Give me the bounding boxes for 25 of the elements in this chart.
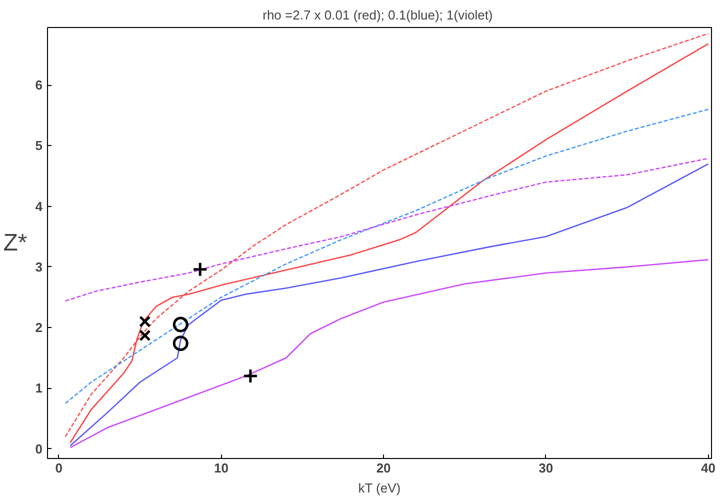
y-tick-label: 3: [35, 259, 43, 274]
y-tick-label: 6: [35, 78, 43, 93]
y-tick-label: 4: [35, 198, 44, 214]
x-tick-label: 40: [701, 460, 716, 476]
line-series: [70, 163, 709, 446]
point: [192, 262, 208, 278]
x-tick-label: 10: [214, 460, 228, 476]
point: [139, 330, 151, 342]
y-tick-label: 5: [35, 138, 43, 154]
x-tick-label: 30: [538, 460, 554, 476]
y-tick-label: 0: [35, 441, 43, 456]
y-axis-title: Z*: [3, 230, 28, 256]
x-tick-label: 0: [55, 460, 62, 476]
x-tick-label: 20: [376, 460, 391, 476]
y-tick-label: 2: [35, 320, 43, 336]
line-series: [64, 108, 709, 404]
x-axis-title: kT (eV): [358, 480, 401, 496]
point: [139, 316, 151, 328]
y-tick-label: 1: [35, 380, 43, 396]
line-series: [70, 259, 709, 448]
point: [172, 316, 188, 332]
point: [242, 368, 258, 384]
line-series: [64, 158, 709, 302]
chart-title: rho =2.7 x 0.01 (red); 0.1(blue); 1(violet): [262, 8, 493, 22]
point: [172, 336, 188, 352]
